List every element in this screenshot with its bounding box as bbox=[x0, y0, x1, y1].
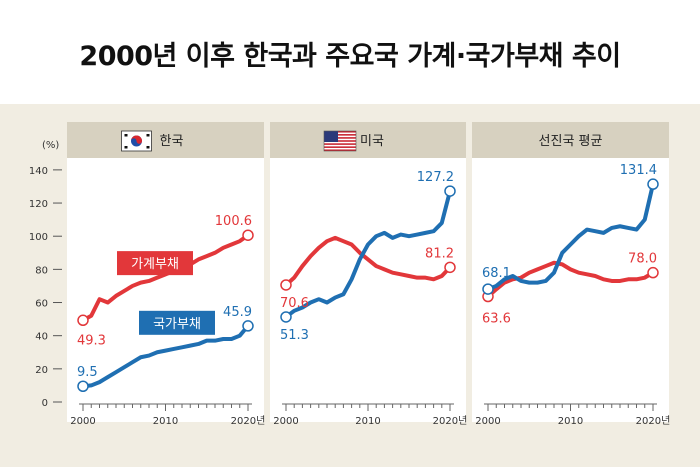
end-point-marker bbox=[280, 311, 292, 323]
end-point-marker bbox=[242, 229, 254, 241]
data-label: 127.2 bbox=[417, 170, 454, 185]
series-label-household: 가계부채 bbox=[131, 257, 179, 272]
government-debt-line bbox=[284, 189, 452, 319]
x-tick-label: 2020년 bbox=[231, 415, 266, 427]
panel-header bbox=[472, 122, 669, 158]
series-label-box bbox=[117, 251, 193, 276]
x-tick-label: 2000 bbox=[475, 416, 500, 427]
x-tick-label: 2000 bbox=[273, 416, 298, 427]
panel-title: 한국 bbox=[160, 134, 184, 149]
end-point-marker bbox=[77, 380, 89, 392]
chart-svg: (%) 0 20 40 60 80 100 120 140 한국 2000 2010 2020년 49.3… bbox=[29, 122, 670, 427]
series-label-box bbox=[139, 310, 215, 335]
y-tick-label: 80 bbox=[35, 265, 48, 276]
x-tick-label: 2020년 bbox=[636, 415, 671, 427]
data-label: 9.5 bbox=[77, 365, 98, 380]
end-point-marker bbox=[77, 314, 89, 327]
korea-flag-icon bbox=[121, 130, 152, 152]
panel-header bbox=[270, 122, 466, 158]
chart-panel-3: 선진국 평균 2000 2010 2020년 63.6 78.0 68.1 131.4 bbox=[472, 122, 670, 427]
panel-title: 미국 bbox=[360, 134, 384, 149]
y-tick-label: 140 bbox=[29, 166, 48, 177]
end-point-marker bbox=[647, 178, 659, 190]
panel-header bbox=[67, 122, 264, 158]
data-label: 100.6 bbox=[215, 214, 252, 229]
us-flag-icon bbox=[323, 130, 357, 152]
x-tick-label: 2010 bbox=[153, 416, 178, 427]
y-tick-label: 120 bbox=[29, 199, 48, 210]
government-debt-line bbox=[486, 182, 655, 292]
data-label: 63.6 bbox=[482, 312, 511, 327]
panel-title: 선진국 평균 bbox=[539, 134, 603, 149]
y-tick-label: 100 bbox=[29, 232, 48, 243]
government-debt-line bbox=[81, 323, 250, 389]
chart-figure: (%) 0 20 40 60 80 100 120 140 한국 2000 2010 2020년 49.3… bbox=[0, 104, 700, 467]
chart-panel-2: 미국 2000 2010 2020년 70.6 81.2 51.3 127.2 bbox=[270, 122, 467, 427]
data-label: 81.2 bbox=[425, 246, 454, 261]
x-tick-label: 2000 bbox=[70, 416, 95, 427]
plot-area bbox=[270, 158, 466, 422]
end-point-marker bbox=[242, 320, 254, 332]
x-tick-label: 2020년 bbox=[433, 415, 468, 427]
household-debt-line bbox=[284, 235, 452, 287]
series-label-government: 국가부채 bbox=[153, 317, 201, 332]
data-label: 70.6 bbox=[280, 296, 309, 311]
end-point-marker bbox=[647, 266, 659, 279]
end-point-marker bbox=[280, 279, 292, 291]
data-label: 131.4 bbox=[620, 163, 657, 178]
y-tick-label: 0 bbox=[42, 398, 48, 409]
x-tick-label: 2010 bbox=[558, 416, 583, 427]
end-point-marker bbox=[444, 185, 456, 197]
data-label: 45.9 bbox=[223, 305, 252, 320]
x-tick-label: 2010 bbox=[355, 416, 380, 427]
y-tick-label: 60 bbox=[35, 299, 48, 310]
data-label: 49.3 bbox=[77, 333, 106, 348]
end-point-marker bbox=[444, 261, 456, 274]
page-title: 2000년 이후 한국과 주요국 가계·국가부채 추이 bbox=[79, 41, 621, 72]
data-label: 68.1 bbox=[482, 266, 511, 281]
plot-area bbox=[67, 158, 264, 422]
y-tick-label: 40 bbox=[35, 332, 48, 343]
y-axis-unit: (%) bbox=[42, 140, 59, 151]
plot-area bbox=[472, 158, 669, 422]
y-tick-label: 20 bbox=[35, 365, 48, 376]
data-label: 51.3 bbox=[280, 328, 309, 343]
data-label: 78.0 bbox=[628, 252, 657, 267]
end-point-marker bbox=[482, 283, 494, 295]
